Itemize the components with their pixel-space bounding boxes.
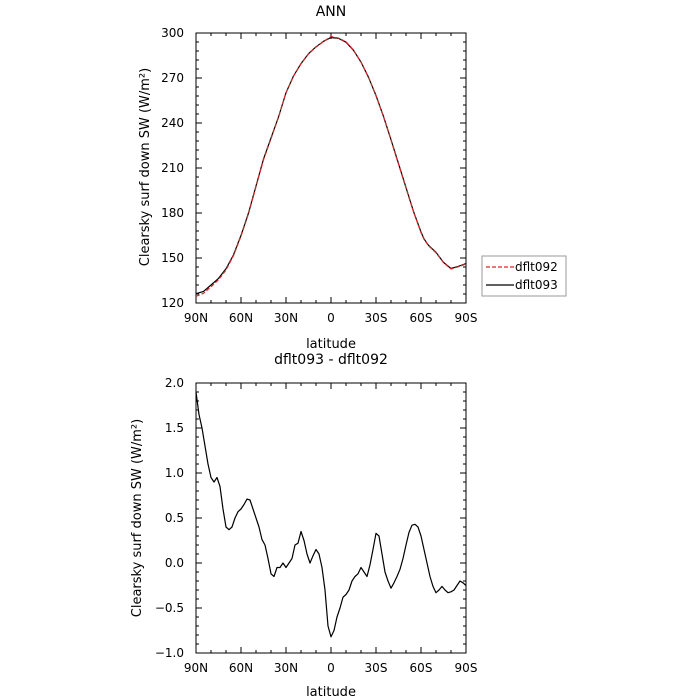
- top-panel: ANN 90N 60N 30N 0 30S 60S 90S 120 150 180 210 240 27…: [138, 4, 567, 352]
- legend-box: [481, 255, 567, 297]
- top-y-axis-title: Clearsky surf down SW (W/m²): [138, 68, 153, 266]
- x-tick-label: 0: [327, 661, 335, 675]
- x-tick-label: 60N: [229, 311, 253, 325]
- x-tick-label: 30S: [365, 311, 388, 325]
- bottom-y-axis-title: Clearsky surf down SW (W/m²): [130, 419, 145, 617]
- plot-frame: [195, 32, 467, 304]
- x-tick-label: 90N: [184, 661, 208, 675]
- y-tick-label: 2.0: [165, 376, 184, 390]
- x-tick-label: 60S: [410, 311, 433, 325]
- x-tick-label: 60S: [410, 661, 433, 675]
- bottom-panel-title: dflt093 - dflt092: [274, 352, 388, 368]
- legend-label-dflt092: dflt092: [515, 260, 558, 274]
- y-tick-label: −1.0: [155, 646, 184, 660]
- x-tick-label: 90S: [455, 661, 478, 675]
- y-tick-label: 240: [161, 116, 184, 130]
- x-tick-label: 90N: [184, 311, 208, 325]
- legend-label-dflt093: dflt093: [515, 278, 558, 292]
- x-tick-label: 30N: [274, 311, 298, 325]
- y-tick-label: 1.5: [165, 421, 184, 435]
- y-tick-label: 210: [161, 161, 184, 175]
- bottom-panel: dflt093 - dflt092 90N 60N 30N 0 30S 60S 90S −1.…: [130, 352, 477, 700]
- bottom-x-axis-title: latitude: [306, 685, 356, 700]
- y-tick-label: 180: [161, 206, 184, 220]
- y-tick-label: 120: [161, 296, 184, 310]
- y-tick-label: 0.5: [165, 511, 184, 525]
- plot-frame: [195, 382, 467, 654]
- x-tick-label: 30N: [274, 661, 298, 675]
- top-panel-plot: 90N 60N 30N 0 30S 60S 90S 120 150 180 210 240 270 300: [161, 26, 477, 325]
- top-x-axis-title: latitude: [306, 337, 356, 352]
- y-tick-label: 300: [161, 26, 184, 40]
- y-tick-label: −0.5: [155, 601, 184, 615]
- x-tick-label: 60N: [229, 661, 253, 675]
- y-tick-label: 270: [161, 71, 184, 85]
- legend: dflt092 dflt093: [481, 255, 567, 297]
- y-tick-label: 150: [161, 251, 184, 265]
- top-panel-title: ANN: [316, 4, 347, 20]
- series-line-series-0: [195, 391, 467, 638]
- x-tick-label: 90S: [455, 311, 478, 325]
- series-line-dflt093: [195, 36, 467, 295]
- bottom-panel-plot: 90N 60N 30N 0 30S 60S 90S −1.0 −0.5 0.0 0.5 1.0 1.5 2…: [155, 376, 478, 675]
- series-line-dflt092: [195, 35, 467, 297]
- y-tick-label: 0.0: [165, 556, 184, 570]
- y-tick-label: 1.0: [165, 466, 184, 480]
- x-tick-label: 0: [327, 311, 335, 325]
- x-tick-label: 30S: [365, 661, 388, 675]
